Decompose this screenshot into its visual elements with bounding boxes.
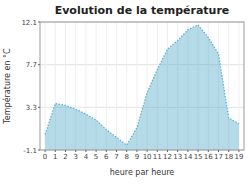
tick-label-x: 15 [194,153,203,161]
grid [40,22,244,150]
tick-label-x: 1 [53,153,57,161]
tick-x [238,150,239,152]
tick-label-x: 13 [173,153,182,161]
line [45,25,239,145]
grid-line-x [116,22,117,150]
tick-label-x: 8 [124,153,128,161]
tick-x [75,150,76,152]
x-axis-label: heure par heure [110,168,175,177]
chart: -1.13.37.712.101234567891011121314151617… [0,0,250,188]
tick-x [177,150,178,152]
tick-x [208,150,209,152]
area [45,25,239,150]
tick-x [65,150,66,152]
tick-label-x: 19 [234,153,243,161]
tick-x [55,150,56,152]
tick-y [38,107,40,108]
tick-x [187,150,188,152]
tick-label-x: 2 [63,153,67,161]
tick-label-x: 10 [143,153,152,161]
plot-frame [40,22,244,150]
tick-label-x: 14 [183,153,192,161]
tick-label-x: 9 [135,153,139,161]
grid-line-x [45,22,46,150]
tick-x [167,150,168,152]
tick-x [116,150,117,152]
title: Evolution de la température [55,4,230,17]
tick-x [198,150,199,152]
axes: -1.13.37.712.101234567891011121314151617… [21,19,243,162]
tick-label-x: 4 [84,153,89,161]
tick-label-x: 5 [94,153,98,161]
tick-label-x: 17 [214,153,223,161]
tick-x [147,150,148,152]
tick-x [45,150,46,152]
plot-area [45,25,239,150]
y-axis-label: Température en °C [2,48,12,125]
tick-label-y: 12.1 [21,19,37,27]
tick-label-x: 0 [43,153,47,161]
tick-label-x: 7 [114,153,118,161]
tick-y [38,150,40,151]
tick-label-x: 16 [204,153,213,161]
tick-x [106,150,107,152]
tick-label-y: -1.1 [23,147,37,155]
tick-x [136,150,137,152]
grid-line-x [126,22,127,150]
tick-x [228,150,229,152]
tick-label-x: 3 [73,153,77,161]
tick-x [85,150,86,152]
tick-y [38,22,40,23]
tick-label-x: 12 [163,153,172,161]
tick-label-y: 7.7 [26,61,37,69]
tick-x [126,150,127,152]
tick-label-x: 6 [104,153,109,161]
tick-x [157,150,158,152]
tick-label-x: 11 [153,153,162,161]
tick-y [38,64,40,65]
tick-x [218,150,219,152]
tick-label-y: 3.3 [26,104,37,112]
tick-x [96,150,97,152]
tick-label-x: 18 [224,153,233,161]
